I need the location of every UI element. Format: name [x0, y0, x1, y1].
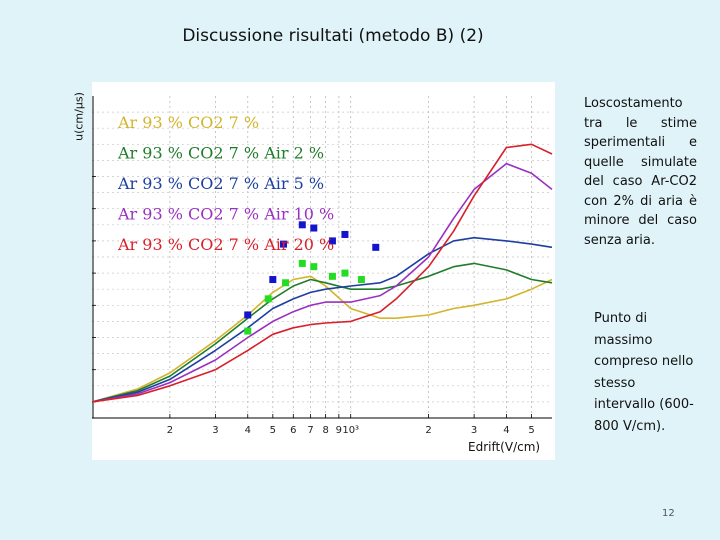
- series-line: [92, 275, 553, 403]
- comment-text-peak: Punto di massimo compreso nello stesso i…: [594, 311, 694, 434]
- series-line: [92, 162, 553, 403]
- chart-plot: 2345678910³234512345678Ar 93 % CO2 7 %Ar…: [92, 96, 553, 436]
- series-line: [92, 236, 553, 403]
- chart-panel: 2345678910³234512345678Ar 93 % CO2 7 %Ar…: [92, 82, 555, 460]
- measured-point: [244, 311, 252, 319]
- measured-point: [341, 230, 349, 238]
- x-tick-label: 7: [307, 425, 313, 436]
- x-tick-label: 8: [322, 425, 328, 436]
- y-axis-label-text: u(cm/µs): [72, 92, 86, 141]
- x-tick-label: 5: [528, 425, 534, 436]
- x-tick-label: 3: [471, 425, 477, 436]
- measured-point: [244, 327, 252, 335]
- x-tick-label: 9: [336, 425, 342, 436]
- x-tick-label: 4: [245, 425, 251, 436]
- legend-entry: Ar 93 % CO2 7 %: [117, 113, 259, 132]
- measured-point: [269, 276, 277, 284]
- measured-point: [341, 269, 349, 277]
- x-tick-label: 6: [290, 425, 296, 436]
- page-number: 12: [662, 508, 675, 519]
- measured-point: [298, 259, 306, 267]
- legend-entry: Ar 93 % CO2 7 % Air 2 %: [117, 144, 324, 163]
- measured-point: [298, 221, 306, 229]
- measured-point: [282, 279, 290, 287]
- measured-point: [328, 272, 336, 280]
- series-line: [92, 143, 553, 403]
- legend-entry: Ar 93 % CO2 7 % Air 20 %: [117, 235, 334, 254]
- slide-title: Discussione risultati (metodo B) (2): [182, 26, 484, 46]
- measured-point: [357, 276, 365, 284]
- chart-x-axis-label: Edrift(V/cm): [468, 440, 541, 454]
- legend-entry: Ar 93 % CO2 7 % Air 5 %: [117, 174, 324, 193]
- measured-point: [264, 295, 272, 303]
- measured-point: [310, 224, 318, 232]
- comment-text-deviation: Loscostamento tra le stime sperimentali …: [584, 96, 697, 248]
- x-tick-label: 5: [270, 425, 276, 436]
- x-tick-label: 2: [425, 425, 431, 436]
- x-tick-label: 10³: [342, 425, 359, 436]
- legend-entry: Ar 93 % CO2 7 % Air 10 %: [117, 205, 334, 224]
- x-tick-label: 2: [167, 425, 173, 436]
- x-tick-label: 4: [503, 425, 509, 436]
- series-line: [92, 262, 553, 403]
- x-tick-label: 3: [212, 425, 218, 436]
- measured-point: [328, 237, 336, 245]
- measured-point: [310, 263, 318, 271]
- chart-y-axis-label: u(cm/µs): [64, 80, 94, 160]
- measured-point: [372, 243, 380, 251]
- measured-point: [280, 240, 288, 248]
